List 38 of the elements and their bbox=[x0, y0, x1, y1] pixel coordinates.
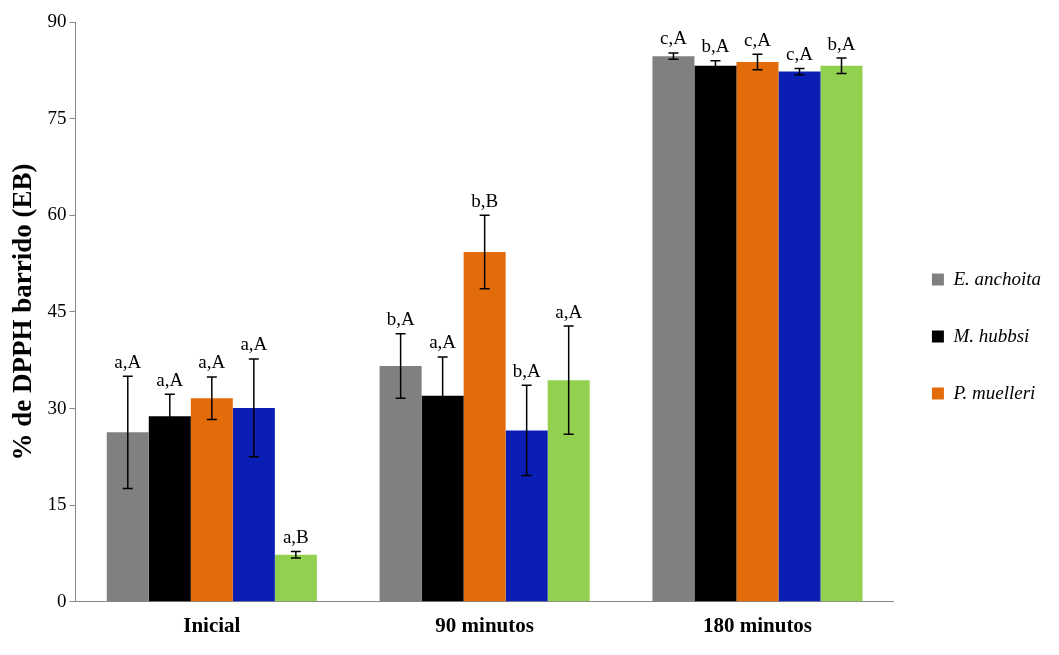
bar bbox=[820, 65, 863, 602]
y-tick-label: 0 bbox=[56, 589, 67, 611]
x-tick-label: 180 minutos bbox=[702, 612, 813, 637]
y-tick-label: 45 bbox=[47, 299, 67, 321]
data-label: b,A bbox=[827, 32, 856, 54]
data-label: c,A bbox=[786, 42, 814, 64]
bar bbox=[463, 251, 506, 602]
data-label: b,A bbox=[701, 35, 730, 57]
legend-label: M. hubbsi bbox=[952, 324, 1030, 346]
legend-label: E. anchoita bbox=[952, 267, 1042, 289]
x-tick-label: 90 minutos bbox=[435, 612, 534, 637]
data-label: a,A bbox=[240, 333, 268, 355]
bar bbox=[274, 554, 317, 602]
bar bbox=[232, 407, 275, 602]
data-label: c,A bbox=[660, 27, 688, 49]
legend-label: P. muelleri bbox=[952, 381, 1036, 403]
data-label: a,A bbox=[198, 351, 226, 373]
bar bbox=[190, 398, 233, 602]
y-axis-title: % de DPPH barrido (EB) bbox=[7, 163, 38, 461]
data-label: b,A bbox=[512, 359, 541, 381]
data-label: c,A bbox=[744, 28, 772, 50]
data-label: b,A bbox=[386, 308, 415, 330]
bar bbox=[736, 61, 779, 602]
y-tick-label: 75 bbox=[47, 106, 67, 128]
y-tick-label: 15 bbox=[47, 493, 67, 515]
data-label: a,B bbox=[282, 526, 309, 548]
x-tick-label: Inicial bbox=[183, 612, 241, 637]
data-label: a,A bbox=[156, 368, 184, 390]
y-tick-label: 30 bbox=[47, 396, 67, 418]
data-label: a,A bbox=[114, 350, 142, 372]
data-label: a,A bbox=[555, 300, 583, 322]
y-tick-label: 90 bbox=[47, 9, 67, 31]
y-tick-label: 60 bbox=[47, 203, 67, 225]
bar bbox=[505, 430, 548, 602]
bar bbox=[547, 380, 590, 602]
data-label: b,B bbox=[471, 189, 499, 211]
bar bbox=[778, 71, 821, 602]
data-label: a,A bbox=[429, 331, 457, 353]
